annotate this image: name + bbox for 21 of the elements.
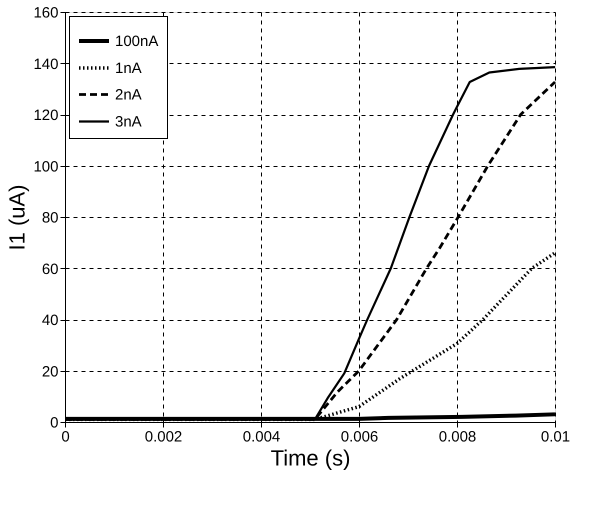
y-tick-label: 160 — [33, 4, 58, 22]
x-tick-label: 0.008 — [438, 428, 476, 446]
x-tick-label: 0 — [61, 428, 70, 446]
y-tick-label: 140 — [33, 56, 58, 73]
x-tick-label: 0.004 — [242, 428, 280, 446]
legend-label: 100nA — [115, 33, 158, 50]
x-tick-label: 0.006 — [340, 428, 378, 446]
legend-label: 1nA — [115, 60, 142, 77]
y-tick-label: 120 — [33, 107, 58, 124]
x-tick-label: 0.002 — [144, 428, 182, 446]
x-axis-title: Time (s) — [270, 446, 350, 470]
y-tick-label: 40 — [42, 312, 58, 329]
y-axis-title: I1 (uA) — [4, 184, 30, 251]
legend-label: 3nA — [115, 114, 142, 130]
x-tick-label: 0.01 — [540, 428, 570, 446]
y-tick-label: 60 — [42, 260, 58, 278]
y-tick-label: 80 — [42, 210, 58, 226]
legend-label: 2nA — [115, 86, 142, 104]
y-tick-label: 100 — [33, 158, 58, 176]
y-tick-label: 0 — [50, 414, 58, 432]
y-tick-label: 20 — [42, 363, 58, 380]
